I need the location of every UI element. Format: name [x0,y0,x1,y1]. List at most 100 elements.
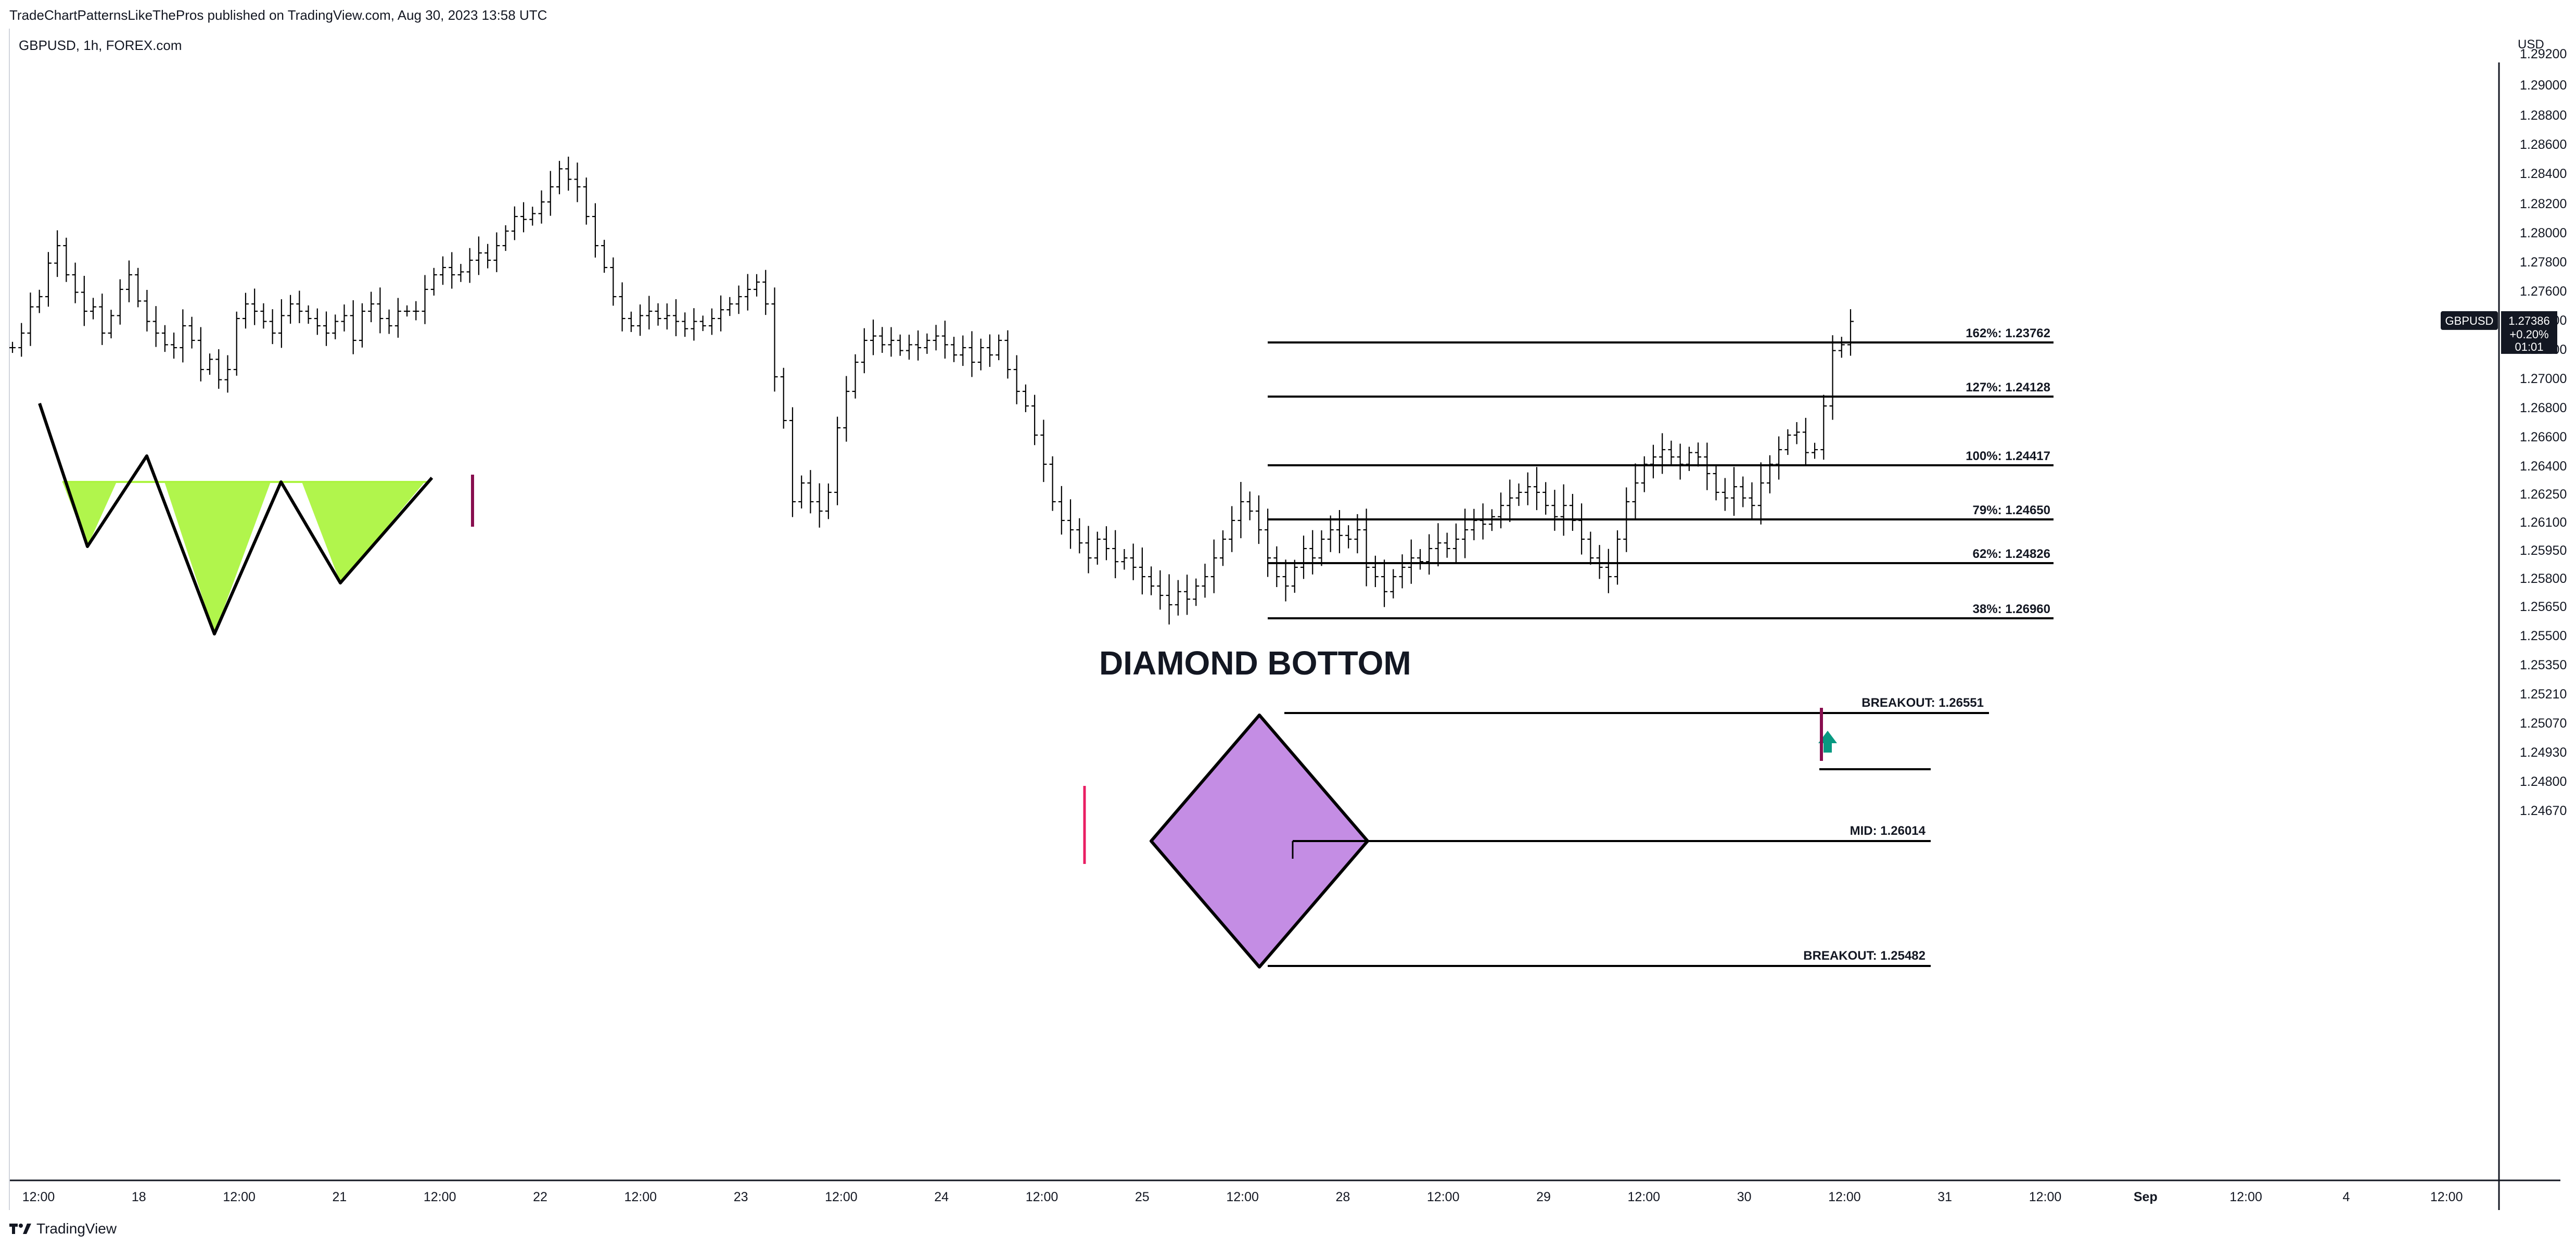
ohlc-bar [1004,330,1011,379]
ohlc-bar [108,310,114,339]
ohlc-bar [1291,559,1298,593]
ohlc-bar [825,483,832,519]
tradingview-brand-label: TradingView [36,1220,117,1237]
price-tick-label: 1.25650 [2520,600,2567,614]
ohlc-bar [1560,484,1567,536]
level-label: MID: 1.26014 [1850,824,1926,838]
price-tick-label: 1.25500 [2520,629,2567,643]
ohlc-bar [637,304,644,336]
ohlc-bar [798,475,805,508]
time-axis[interactable]: 12:00 18 12:00 21 12:00 22 12:00 23 12:00 24 12:00… [22,1190,2463,1204]
time-tick-label: 31 [1937,1190,1952,1204]
ohlc-bar [1829,335,1836,420]
time-tick-label: Sep [2134,1190,2158,1204]
ohlc-bar [1067,499,1074,549]
ohlc-bar [18,323,25,357]
price-tick-label: 1.28600 [2520,137,2567,152]
symbol-tag [2441,311,2498,330]
ohlc-bar [251,288,258,325]
price-tick-label: 1.29200 [2520,47,2567,61]
ohlc-bar [1363,508,1370,587]
ohlc-bar [394,298,401,338]
time-tick-label: 12:00 [424,1190,456,1204]
price-tick-label: 1.26800 [2520,401,2567,415]
ohlc-bar [1542,482,1549,515]
ohlc-bar [547,171,554,216]
annotation-layer: DIAMOND BOTTOM BREAKOUT: 1.26551 MID: 1.26… [471,326,2054,967]
ohlc-bar [1103,526,1110,561]
ohlc-bar [45,252,52,307]
ohlc-bar [1731,467,1738,516]
ohlc-bar [852,354,859,399]
price-tick-label: 1.26100 [2520,515,2567,530]
price-axis[interactable]: 1.29200 1.29000 1.28800 1.28600 1.28400 1.282… [2520,47,2567,818]
ohlc-bar [1704,442,1711,490]
ohlc-bar [323,311,330,346]
ohlc-bar [1229,506,1235,552]
ohlc-bar [1417,549,1423,570]
ohlc-bar [36,289,43,313]
ohlc-bar [906,335,912,360]
ohlc-bar [574,162,581,202]
price-tick-label: 1.25070 [2520,716,2567,731]
triple-bottom-outline [38,403,433,635]
time-tick-label: 4 [2342,1190,2350,1204]
ohlc-bar [1327,515,1334,552]
ohlc-bar [359,303,365,348]
price-tick-label: 1.25210 [2520,687,2567,702]
ohlc-bar [735,285,742,314]
tradingview-brand[interactable]: TradingView [9,1220,117,1237]
ohlc-bar [834,416,841,505]
ohlc-bar [1040,419,1047,482]
time-tick-label: 22 [533,1190,547,1204]
ohlc-bar [655,303,661,326]
ohlc-bar [691,308,697,341]
ohlc-bar [789,407,796,517]
ohlc-bar [1219,530,1226,566]
price-tick-label: 1.28000 [2520,226,2567,240]
price-tick-label: 1.27800 [2520,255,2567,270]
header-currency[interactable]: USD [2518,37,2544,52]
ohlc-bar [1677,443,1684,480]
ohlc-bar [1408,539,1414,584]
ohlc-bar [1812,442,1818,459]
ohlc-bar [1148,566,1155,595]
ohlc-bar [1533,467,1540,511]
header-symbol[interactable]: GBPUSD, 1h, FOREX.com [19,37,182,53]
ohlc-bar [305,305,312,324]
ohlc-bar [125,260,132,302]
ohlc-bar [744,274,751,311]
ohlc-bar [1524,472,1531,505]
time-tick-label: 12:00 [1628,1190,1661,1204]
ohlc-bar [135,268,142,308]
ohlc-bar [664,303,670,330]
ohlc-bar [1847,309,1854,356]
ohlc-bar [1372,555,1379,588]
ohlc-bar [233,311,240,376]
ohlc-bar [1578,503,1585,555]
ohlc-bar [1255,495,1262,544]
ohlc-bar [466,248,473,283]
ohlc-bar [1193,578,1200,606]
time-tick-label: 28 [1335,1190,1350,1204]
ohlc-bar [897,334,903,356]
price-tick-label: 1.26250 [2520,487,2567,502]
time-tick-label: 12:00 [1828,1190,1861,1204]
time-tick-label: 12:00 [825,1190,858,1204]
time-tick-label: 12:00 [223,1190,256,1204]
ohlc-bar [933,325,939,351]
ohlc-bar [672,299,679,337]
price-tick-label: 1.25350 [2520,658,2567,672]
ohlc-bar [977,338,984,371]
ohlc-bar [72,262,79,303]
price-tick-label: 1.25950 [2520,543,2567,558]
ohlc-bar [81,276,87,326]
pattern-layer [38,403,1369,969]
ohlc-bar [807,470,814,514]
ohlc-bar [1435,523,1442,567]
ohlc-bar [1238,482,1244,539]
ohlc-bar [888,327,895,357]
ohlc-bar [386,309,392,334]
time-tick-label: 18 [132,1190,146,1204]
